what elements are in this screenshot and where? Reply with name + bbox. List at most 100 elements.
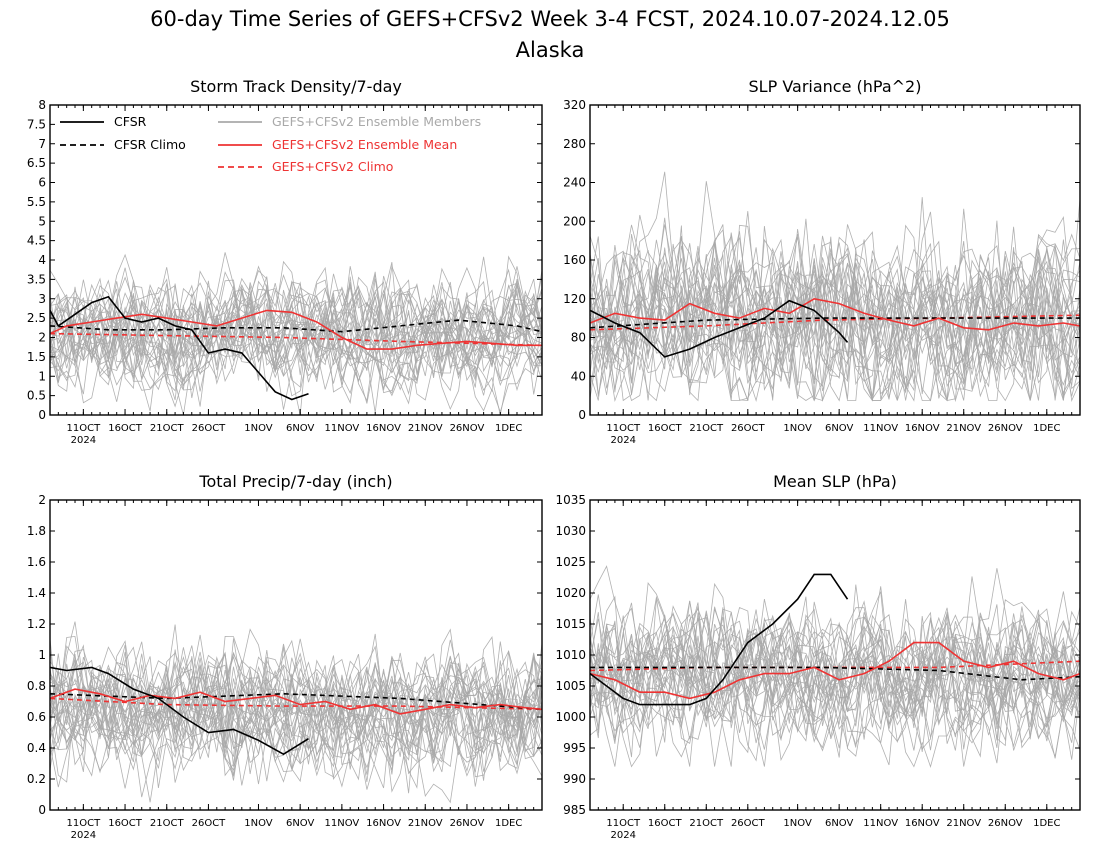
x-tick-label: 21NOV <box>408 818 443 829</box>
member-line <box>590 613 1080 748</box>
gefs-cfsv2-ensemble-mean-line <box>590 297 1080 331</box>
x-tick-label: 26OCT <box>731 423 766 434</box>
y-tick-label: 320 <box>563 98 586 112</box>
y-tick-label: 2 <box>38 493 46 507</box>
legend-cfsr-climo-label: CFSR Climo <box>114 137 186 152</box>
x-tick-year: 2024 <box>71 830 96 841</box>
member-line <box>590 605 1080 758</box>
y-tick-label: 8 <box>38 98 46 112</box>
member-line <box>50 653 542 787</box>
x-tick-label: 16OCT <box>648 818 683 829</box>
x-tick-label: 16OCT <box>108 818 143 829</box>
x-tick-label: 6NOV <box>286 423 315 434</box>
y-tick-label: 240 <box>563 176 586 190</box>
y-tick-label: 1025 <box>555 555 586 569</box>
x-tick-label: 1NOV <box>783 818 812 829</box>
member-line <box>50 271 542 395</box>
y-tick-label: 6 <box>38 176 46 190</box>
member-line <box>50 278 542 391</box>
member-line <box>50 253 542 404</box>
member-line <box>50 269 542 391</box>
y-tick-label: 0.5 <box>27 389 46 403</box>
y-tick-label: 1.4 <box>27 586 46 600</box>
member-line <box>590 220 1080 401</box>
member-line <box>590 576 1080 758</box>
member-line <box>50 268 542 399</box>
y-tick-label: 2.5 <box>27 311 46 325</box>
member-line <box>50 642 542 773</box>
x-tick-label: 21NOV <box>946 423 981 434</box>
x-tick-label: 1DEC <box>495 818 522 829</box>
panel-title: SLP Variance (hPa^2) <box>749 77 922 96</box>
y-tick-label: 2 <box>38 331 46 345</box>
y-tick-label: 0 <box>38 803 46 817</box>
y-tick-label: 3 <box>38 292 46 306</box>
x-tick-label: 11NOV <box>863 423 898 434</box>
member-line <box>50 635 542 775</box>
gefs-cfsv2-ensemble-mean-line <box>50 688 542 715</box>
y-tick-label: 995 <box>563 741 586 755</box>
member-line <box>50 649 542 766</box>
x-tick-label: 21OCT <box>150 818 185 829</box>
member-line <box>590 622 1080 749</box>
member-line <box>590 229 1080 403</box>
y-tick-label: 4.5 <box>27 234 46 248</box>
x-tick-label: 21NOV <box>946 818 981 829</box>
y-tick-label: 6.5 <box>27 156 46 170</box>
ensemble-members <box>590 565 1080 768</box>
member-line <box>50 649 542 793</box>
member-line <box>50 628 542 783</box>
x-tick-label: 1DEC <box>495 423 522 434</box>
x-tick-label: 16OCT <box>108 423 143 434</box>
member-line <box>590 245 1080 401</box>
member-line <box>590 604 1080 766</box>
cfsr-climo-line <box>590 317 1080 329</box>
legend-members-label: GEFS+CFSv2 Ensemble Members <box>272 114 481 129</box>
x-tick-label: 1NOV <box>244 423 273 434</box>
plot-area <box>50 252 542 415</box>
y-tick-label: 0 <box>578 408 586 422</box>
y-tick-label: 1.5 <box>27 350 46 364</box>
y-tick-label: 1005 <box>555 679 586 693</box>
y-tick-label: 280 <box>563 137 586 151</box>
member-line <box>50 266 542 405</box>
x-tick-label: 11NOV <box>863 818 898 829</box>
gefs-cfsv2-ensemble-mean-line <box>590 641 1080 700</box>
member-line <box>50 658 542 777</box>
member-line <box>50 638 542 778</box>
member-line <box>50 267 542 414</box>
x-tick-label: 16NOV <box>905 423 940 434</box>
y-tick-label: 1020 <box>555 586 586 600</box>
panel-title: Mean SLP (hPa) <box>773 472 897 491</box>
legend-cfsr-label: CFSR <box>114 114 147 129</box>
y-tick-label: 200 <box>563 214 586 228</box>
y-tick-label: 5.5 <box>27 195 46 209</box>
member-line <box>50 621 542 767</box>
x-tick-label: 26OCT <box>192 818 227 829</box>
member-line <box>590 248 1080 387</box>
cfsr-line <box>590 573 849 706</box>
y-tick-label: 1.8 <box>27 524 46 538</box>
y-tick-label: 0.4 <box>27 741 46 755</box>
cfsr-climo-line <box>50 319 542 333</box>
y-tick-label: 990 <box>563 772 586 786</box>
x-tick-label: 26NOV <box>988 818 1023 829</box>
y-tick-label: 1 <box>38 369 46 383</box>
gefs-cfsv2-climo-line <box>50 697 542 711</box>
panel-1: 0 0.5 1 1.5 2 2.5 3 3.5 4 4.5 5 5.5 6 6.5 7 7.5 8 11OCT20… <box>27 77 543 446</box>
y-tick-label: 1030 <box>555 524 586 538</box>
cfsr-climo-line <box>50 692 542 711</box>
x-tick-label: 6NOV <box>286 818 315 829</box>
x-tick-label: 1DEC <box>1033 818 1060 829</box>
x-tick-label: 21OCT <box>689 423 724 434</box>
member-line <box>50 264 542 412</box>
member-line <box>590 224 1080 401</box>
figure-title-line1: 60-day Time Series of GEFS+CFSv2 Week 3-… <box>150 7 950 31</box>
ensemble-members <box>50 252 542 415</box>
y-tick-label: 7.5 <box>27 117 46 131</box>
x-tick-label: 11OCT <box>606 423 641 434</box>
cfsr-line <box>590 299 849 358</box>
y-tick-label: 985 <box>563 803 586 817</box>
